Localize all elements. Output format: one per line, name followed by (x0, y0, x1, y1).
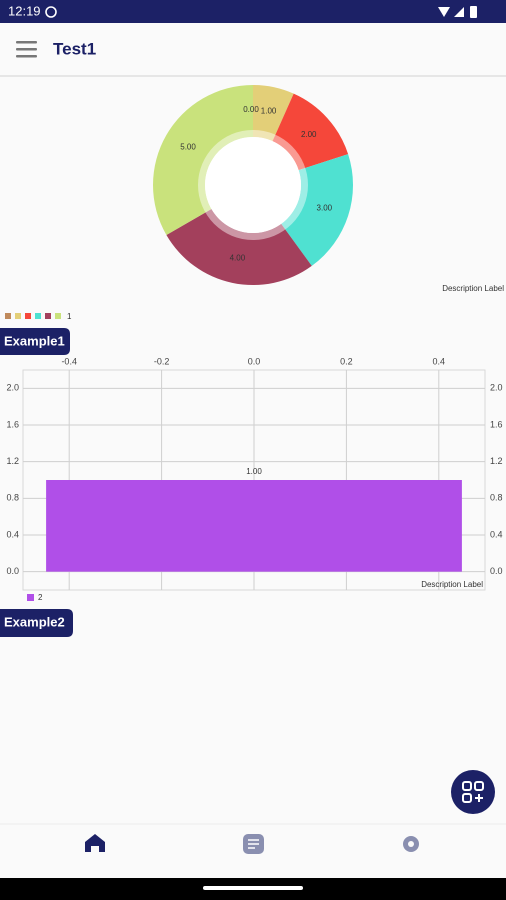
pie-slice (166, 209, 312, 285)
description: Description Label (442, 284, 504, 293)
settings-tab[interactable] (403, 836, 419, 852)
pie-labels: 0.00 1.00 2.00 3.00 4.00 5.00 1 Description Lab… (5, 105, 504, 321)
pie-slice (253, 85, 294, 142)
y-tick-label: 0.8 (6, 493, 19, 503)
app-bar (0, 23, 506, 76)
app-title: Test1 (53, 39, 96, 58)
y2-tick-label: 0.0 (490, 566, 503, 576)
battery-icon (470, 6, 477, 18)
status-icon (45, 6, 57, 18)
signal-icon (454, 7, 464, 17)
home-handle (203, 886, 303, 890)
status-bar (0, 0, 506, 23)
x-tick-label: -0.4 (61, 356, 77, 366)
y2-tick-label: 1.2 (490, 456, 503, 466)
slice-label: 2.00 (301, 130, 317, 139)
section-pill (0, 609, 73, 637)
wifi-icon (438, 7, 450, 17)
x-tick-label: 0.2 (340, 356, 353, 366)
x-tick-label: 0.4 (433, 356, 446, 366)
y2-tick-label: 1.6 (490, 419, 503, 429)
legend-swatch (15, 313, 21, 319)
pie-hole (205, 137, 301, 233)
y-tick-label: 1.6 (6, 419, 19, 429)
slice-label: 1.00 (261, 107, 277, 116)
legend-swatch (55, 313, 61, 319)
y-tick-label: 0.4 (6, 529, 19, 539)
section-title: Example1 (4, 333, 65, 348)
pie-chart (153, 85, 354, 285)
legend-swatch (5, 313, 11, 319)
bar (46, 480, 462, 572)
y-tick-label: 1.2 (6, 456, 19, 466)
y2-tick-label: 2.0 (490, 383, 503, 393)
fab[interactable] (451, 770, 495, 814)
legend-swatch (27, 594, 34, 601)
section-pill (0, 328, 70, 355)
x-tick-label: -0.2 (154, 356, 170, 366)
description: Description Label (421, 580, 483, 589)
legend-swatch (25, 313, 31, 319)
section-title: Example2 (4, 614, 65, 629)
pie-slice (153, 85, 253, 235)
slice-label: 4.00 (230, 253, 246, 262)
legend-label: 2 (38, 593, 43, 602)
menu-button[interactable] (16, 41, 37, 58)
status-time: 12:19 (8, 3, 41, 18)
legend-label: 1 (67, 312, 72, 321)
pie-slice (272, 93, 349, 171)
list-tab[interactable] (243, 834, 264, 854)
y2-tick-label: 0.8 (490, 493, 503, 503)
x-tick-label: 0.0 (248, 356, 261, 366)
legend-swatch (35, 313, 41, 319)
pie-slice (281, 154, 354, 266)
slice-label: 5.00 (180, 143, 196, 152)
y2-tick-label: 0.4 (490, 529, 503, 539)
y-tick-label: 0.0 (6, 566, 19, 576)
legend-swatch (45, 313, 51, 319)
bar-chart: -0.4 -0.2 0.0 0.2 0.4 0.0 0.0 0.4 0.4 0.8 0.8 1.2 1.… (6, 356, 502, 602)
slice-label: 0.00 (243, 105, 259, 114)
bar-value-label: 1.00 (246, 467, 262, 476)
y-tick-label: 2.0 (6, 383, 19, 393)
home-tab[interactable] (85, 834, 105, 852)
slice-label: 3.00 (317, 203, 333, 212)
